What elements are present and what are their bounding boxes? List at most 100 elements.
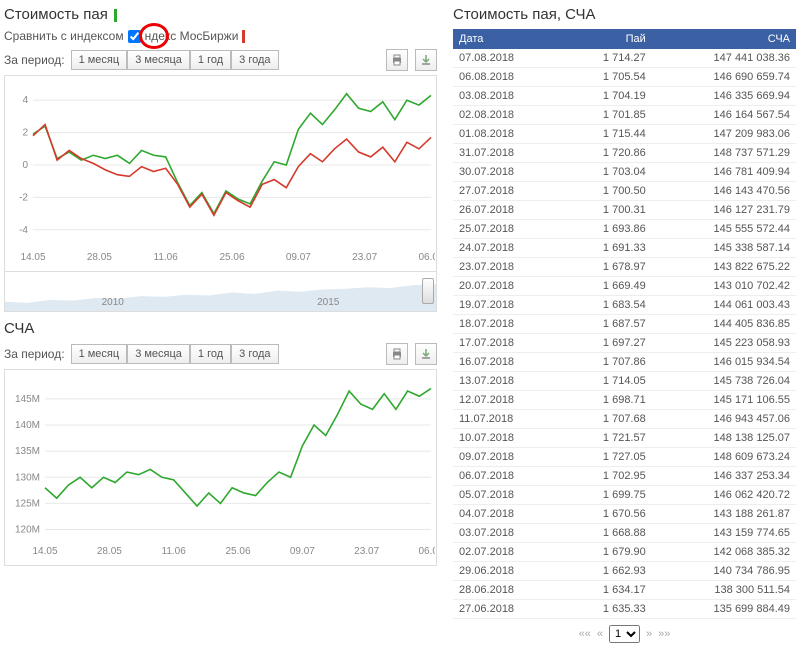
table-cell: 26.07.2018 (453, 201, 562, 220)
pager-next[interactable]: » (646, 628, 652, 640)
swatch-green (114, 9, 117, 22)
table-cell: 1 700.31 (562, 201, 651, 220)
table-row[interactable]: 03.07.20181 668.88143 159 774.65 (453, 524, 796, 543)
col-header[interactable]: Дата (453, 29, 562, 49)
table-cell: 143 010 702.42 (652, 277, 796, 296)
table-cell: 1 704.19 (562, 87, 651, 106)
compare-label-after: ндекс МосБиржи (145, 29, 239, 43)
table-cell: 1 698.71 (562, 391, 651, 410)
table-row[interactable]: 09.07.20181 727.05148 609 673.24 (453, 448, 796, 467)
table-row[interactable]: 02.08.20181 701.85146 164 567.54 (453, 106, 796, 125)
table-row[interactable]: 23.07.20181 678.97143 822 675.22 (453, 258, 796, 277)
table-row[interactable]: 07.08.20181 714.27147 441 038.36 (453, 49, 796, 68)
pager-prev[interactable]: « (597, 628, 603, 640)
table-row[interactable]: 28.06.20181 634.17138 300 511.54 (453, 581, 796, 600)
table-row[interactable]: 25.07.20181 693.86145 555 572.44 (453, 220, 796, 239)
pager-first[interactable]: «« (579, 628, 591, 640)
table-cell: 03.07.2018 (453, 524, 562, 543)
svg-text:125M: 125M (15, 498, 40, 509)
table-row[interactable]: 03.08.20181 704.19146 335 669.94 (453, 87, 796, 106)
table-row[interactable]: 04.07.20181 670.56143 188 261.87 (453, 505, 796, 524)
print-button-2[interactable] (386, 343, 408, 365)
table-cell: 1 668.88 (562, 524, 651, 543)
download-button[interactable] (415, 49, 437, 71)
period-button[interactable]: 3 года (231, 344, 278, 364)
period-button[interactable]: 1 месяц (71, 50, 128, 70)
table-cell: 16.07.2018 (453, 353, 562, 372)
table-row[interactable]: 01.08.20181 715.44147 209 983.06 (453, 125, 796, 144)
table-row[interactable]: 13.07.20181 714.05145 738 726.04 (453, 372, 796, 391)
table-row[interactable]: 17.07.20181 697.27145 223 058.93 (453, 334, 796, 353)
period-button[interactable]: 3 месяца (127, 344, 190, 364)
table-cell: 20.07.2018 (453, 277, 562, 296)
table-cell: 143 188 261.87 (652, 505, 796, 524)
table-row[interactable]: 30.07.20181 703.04146 781 409.94 (453, 163, 796, 182)
svg-text:25.06: 25.06 (225, 546, 250, 557)
table-cell: 1 693.86 (562, 220, 651, 239)
download-button-2[interactable] (415, 343, 437, 365)
table-cell: 1 721.57 (562, 429, 651, 448)
table-row[interactable]: 20.07.20181 669.49143 010 702.42 (453, 277, 796, 296)
table-cell: 148 609 673.24 (652, 448, 796, 467)
range-year-label: 2015 (317, 297, 339, 308)
pager-select[interactable]: 1 (609, 625, 640, 643)
table-cell: 144 061 003.43 (652, 296, 796, 315)
table-cell: 02.07.2018 (453, 543, 562, 562)
table-cell: 138 300 511.54 (652, 581, 796, 600)
table-cell: 1 705.54 (562, 68, 651, 87)
table-cell: 1 703.04 (562, 163, 651, 182)
period-button[interactable]: 1 год (190, 50, 231, 70)
svg-text:11.06: 11.06 (162, 546, 187, 557)
col-header[interactable]: СЧА (652, 29, 796, 49)
compare-row: Сравнить с индексом ндекс МосБиржи (4, 29, 437, 43)
table-cell: 24.07.2018 (453, 239, 562, 258)
range-selector[interactable]: 20102015 (4, 272, 437, 312)
table-cell: 1 720.86 (562, 144, 651, 163)
table-row[interactable]: 18.07.20181 687.57144 405 836.85 (453, 315, 796, 334)
nav-title: СЧА (4, 320, 437, 337)
table-cell: 1 634.17 (562, 581, 651, 600)
table-cell: 143 822 675.22 (652, 258, 796, 277)
table-cell: 27.06.2018 (453, 600, 562, 619)
svg-text:09.07: 09.07 (286, 252, 311, 263)
table-cell: 146 015 934.54 (652, 353, 796, 372)
svg-text:4: 4 (22, 95, 28, 106)
period-button[interactable]: 1 год (190, 344, 231, 364)
period-button[interactable]: 1 месяц (71, 344, 128, 364)
period-button[interactable]: 3 месяца (127, 50, 190, 70)
table-row[interactable]: 16.07.20181 707.86146 015 934.54 (453, 353, 796, 372)
table-row[interactable]: 26.07.20181 700.31146 127 231.79 (453, 201, 796, 220)
table-row[interactable]: 31.07.20181 720.86148 737 571.29 (453, 144, 796, 163)
table-cell: 02.08.2018 (453, 106, 562, 125)
print-button[interactable] (386, 49, 408, 71)
table-row[interactable]: 29.06.20181 662.93140 734 786.95 (453, 562, 796, 581)
chart2[interactable]: 120M125M130M135M140M145M14.0528.0511.062… (4, 369, 437, 566)
table-row[interactable]: 05.07.20181 699.75146 062 420.72 (453, 486, 796, 505)
compare-checkbox[interactable] (128, 30, 141, 43)
period-button[interactable]: 3 года (231, 50, 278, 70)
svg-text:140M: 140M (15, 420, 40, 431)
chart1[interactable]: -4-202414.0528.0511.0625.0609.0723.0706.… (4, 75, 437, 272)
table-cell: 1 714.05 (562, 372, 651, 391)
table-row[interactable]: 27.07.20181 700.50146 143 470.56 (453, 182, 796, 201)
download-icon (420, 54, 432, 66)
table-cell: 135 699 884.49 (652, 600, 796, 619)
table-cell: 142 068 385.32 (652, 543, 796, 562)
table-row[interactable]: 19.07.20181 683.54144 061 003.43 (453, 296, 796, 315)
table-row[interactable]: 06.08.20181 705.54146 690 659.74 (453, 68, 796, 87)
table-row[interactable]: 10.07.20181 721.57148 138 125.07 (453, 429, 796, 448)
table-cell: 04.07.2018 (453, 505, 562, 524)
table-cell: 1 635.33 (562, 600, 651, 619)
table-row[interactable]: 12.07.20181 698.71145 171 106.55 (453, 391, 796, 410)
pager-last[interactable]: »» (658, 628, 670, 640)
table-cell: 23.07.2018 (453, 258, 562, 277)
table-row[interactable]: 06.07.20181 702.95146 337 253.34 (453, 467, 796, 486)
swatch-red (242, 30, 245, 43)
table-row[interactable]: 24.07.20181 691.33145 338 587.14 (453, 239, 796, 258)
table-row[interactable]: 27.06.20181 635.33135 699 884.49 (453, 600, 796, 619)
svg-text:130M: 130M (15, 472, 40, 483)
table-cell: 25.07.2018 (453, 220, 562, 239)
table-row[interactable]: 02.07.20181 679.90142 068 385.32 (453, 543, 796, 562)
table-row[interactable]: 11.07.20181 707.68146 943 457.06 (453, 410, 796, 429)
col-header[interactable]: Пай (562, 29, 651, 49)
